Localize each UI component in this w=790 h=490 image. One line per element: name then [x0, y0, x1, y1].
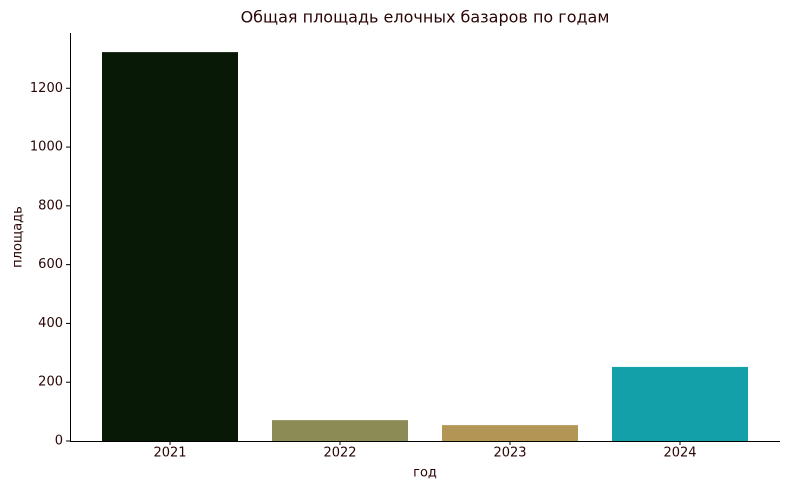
bar — [272, 420, 408, 441]
bar — [442, 425, 578, 441]
y-tick-label: 800 — [38, 198, 63, 213]
y-tick-label: 600 — [38, 257, 63, 272]
y-tick-label: 0 — [55, 434, 63, 449]
x-axis-label: год — [413, 466, 437, 481]
x-tick-label: 2023 — [493, 446, 526, 461]
bar — [612, 366, 748, 441]
x-tick-label: 2022 — [323, 446, 356, 461]
chart-title: Общая площадь елочных базаров по годам — [241, 8, 610, 27]
x-tick-label: 2021 — [153, 446, 186, 461]
y-tick-label: 200 — [38, 375, 63, 390]
y-tick-label: 400 — [38, 316, 63, 331]
x-tick-label: 2024 — [663, 446, 696, 461]
y-axis-label: площадь — [11, 206, 26, 268]
bar — [102, 52, 238, 441]
y-tick-label: 1000 — [30, 140, 63, 155]
y-tick-label: 1200 — [30, 81, 63, 96]
